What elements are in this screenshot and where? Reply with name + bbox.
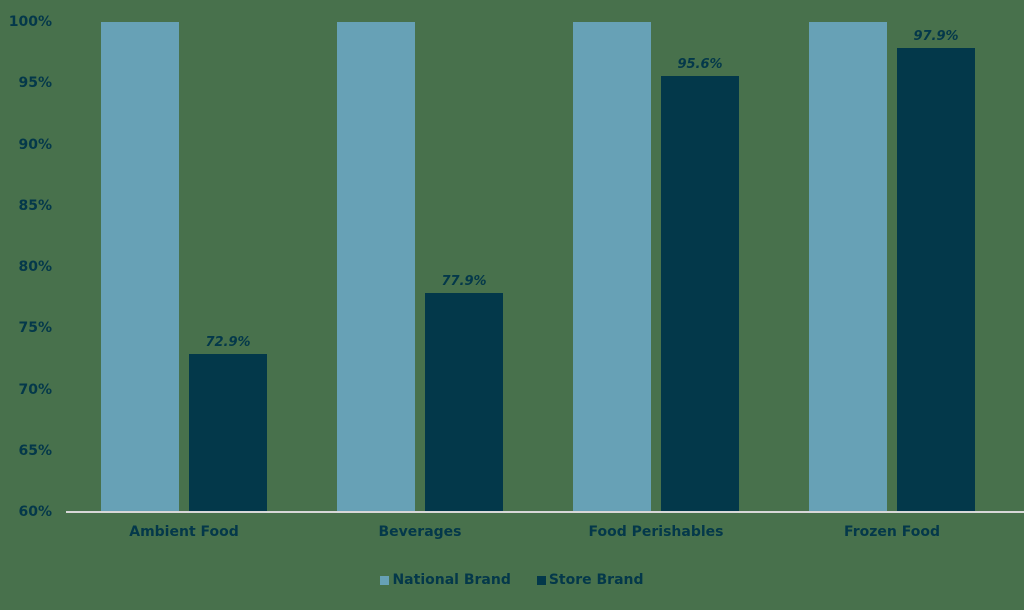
legend-swatch-store — [536, 575, 546, 585]
y-tick-label: 80% — [18, 259, 52, 275]
bar-store-brand — [189, 353, 267, 512]
data-label: 77.9% — [441, 273, 487, 289]
y-tick-label: 90% — [18, 136, 52, 153]
bar-store-brand — [661, 75, 739, 512]
bar-national-brand — [573, 22, 651, 512]
legend-label: National Brand — [392, 572, 511, 588]
y-tick-label: 60% — [18, 504, 52, 520]
legend: National Brand Store Brand — [0, 572, 1024, 588]
bar-store-brand — [897, 47, 975, 512]
x-axis-line — [66, 511, 1024, 513]
data-label: 72.9% — [205, 334, 251, 350]
legend-label: Store Brand — [548, 572, 644, 588]
category-label: Ambient Food — [129, 524, 239, 540]
data-label: 97.9% — [913, 28, 959, 44]
y-tick-label: 85% — [18, 197, 52, 214]
y-tick-label: 95% — [18, 75, 52, 92]
y-tick-label: 100% — [8, 14, 52, 30]
bar-store-brand — [425, 292, 503, 512]
y-tick-label: 75% — [18, 320, 52, 337]
category-label: Frozen Food — [844, 524, 940, 540]
category-label: Beverages — [378, 524, 462, 540]
bar-national-brand — [809, 22, 887, 512]
category-label: Food Perishables — [588, 524, 724, 540]
bar-national-brand — [101, 22, 179, 512]
y-tick-label: 65% — [18, 442, 52, 459]
y-tick-label: 70% — [18, 381, 52, 398]
bar-national-brand — [337, 22, 415, 512]
legend-item-store-brand: Store Brand — [536, 572, 644, 588]
data-label: 95.6% — [677, 56, 723, 72]
legend-item-national-brand: National Brand — [380, 572, 511, 588]
legend-swatch-national — [380, 575, 390, 585]
